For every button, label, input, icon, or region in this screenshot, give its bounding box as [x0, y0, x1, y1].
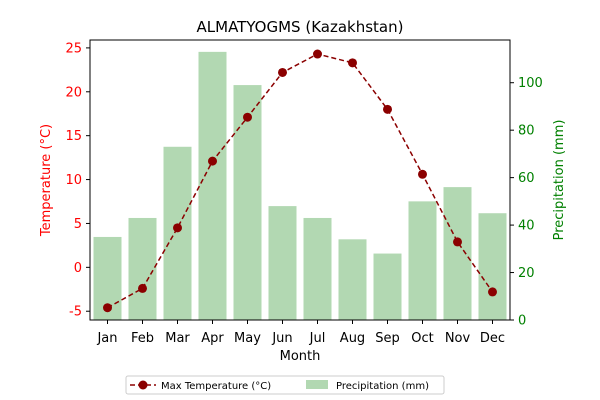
legend-temperature-label: Max Temperature (°C) [161, 381, 271, 392]
precipitation-tick-label: 0 [518, 314, 526, 329]
x-tick-label: May [234, 331, 261, 346]
precipitation-tick-label: 60 [518, 171, 535, 186]
temperature-point-nov [453, 237, 462, 247]
chart-title: ALMATYOGMS (Kazakhstan) [197, 18, 404, 36]
precipitation-bar-jul [303, 217, 332, 320]
precipitation-bar-oct [408, 201, 437, 320]
temperature-axis: -5 0 5 10 15 20 25 [65, 41, 90, 320]
temperature-point-may [243, 112, 252, 122]
x-axis: Jan Feb Mar Apr May Jun Jul Aug Sep Oct Nov Dec [96, 320, 505, 346]
precipitation-bar-feb [128, 217, 157, 320]
temperature-point-jan [103, 303, 112, 313]
precipitation-bar-nov [443, 187, 472, 320]
legend-box [125, 375, 445, 395]
temperature-tick-label: -5 [69, 305, 82, 320]
precipitation-axis: 0 20 40 60 80 100 [510, 76, 543, 329]
legend-precipitation-label: Precipitation (mm) [336, 381, 429, 392]
x-tick-label: Oct [411, 331, 433, 346]
temperature-line [103, 49, 497, 313]
temperature-tick-label: 15 [65, 129, 82, 144]
temperature-point-mar [173, 223, 182, 233]
temperature-tick-label: 25 [65, 41, 82, 56]
precipitation-tick-label: 80 [518, 124, 535, 139]
temperature-point-oct [418, 169, 427, 179]
precipitation-bar-mar [163, 146, 192, 320]
temperature-point-aug [348, 58, 357, 68]
temperature-series-line [107, 53, 494, 309]
temperature-point-dec [488, 287, 497, 297]
precipitation-tick-label: 40 [518, 219, 535, 234]
precipitation-bar-dec [478, 213, 507, 320]
precipitation-bar-jun [268, 206, 297, 320]
temperature-tick-label: 20 [65, 85, 82, 100]
temperature-tick-label: 10 [65, 173, 82, 188]
temperature-tick-label: 5 [74, 217, 82, 232]
temperature-point-jul [313, 49, 322, 59]
x-tick-label: Jan [96, 331, 117, 346]
temperature-point-jun [278, 67, 287, 77]
precipitation-bar-sep [373, 253, 402, 320]
legend-temperature-marker [138, 380, 148, 390]
x-tick-label: Jul [309, 331, 326, 346]
temperature-point-apr [208, 156, 217, 166]
x-tick-label: Nov [445, 331, 471, 346]
x-tick-label: Feb [131, 331, 154, 346]
precipitation-bars [93, 51, 507, 320]
x-tick-label: Apr [201, 331, 224, 346]
x-tick-label: Mar [165, 331, 190, 346]
x-tick-label: Dec [480, 331, 505, 346]
precipitation-bar-aug [338, 239, 367, 320]
precipitation-axis-label: Precipitation (mm) [552, 120, 567, 241]
x-tick-label: Sep [375, 331, 400, 346]
temperature-point-feb [138, 283, 147, 293]
x-axis-label: Month [280, 349, 321, 364]
x-tick-label: Aug [340, 331, 365, 346]
temperature-point-sep [383, 104, 392, 114]
precipitation-tick-label: 100 [518, 76, 543, 91]
temperature-axis-label: Temperature (°C) [39, 124, 54, 237]
legend-precipitation-swatch [306, 380, 328, 389]
legend: Max Temperature (°C) Precipitation (mm) [125, 375, 445, 395]
temperature-tick-label: 0 [74, 261, 82, 276]
precipitation-bar-may [233, 85, 262, 320]
precipitation-tick-label: 20 [518, 266, 535, 281]
x-tick-label: Jun [271, 331, 292, 346]
precipitation-bar-apr [198, 51, 227, 320]
